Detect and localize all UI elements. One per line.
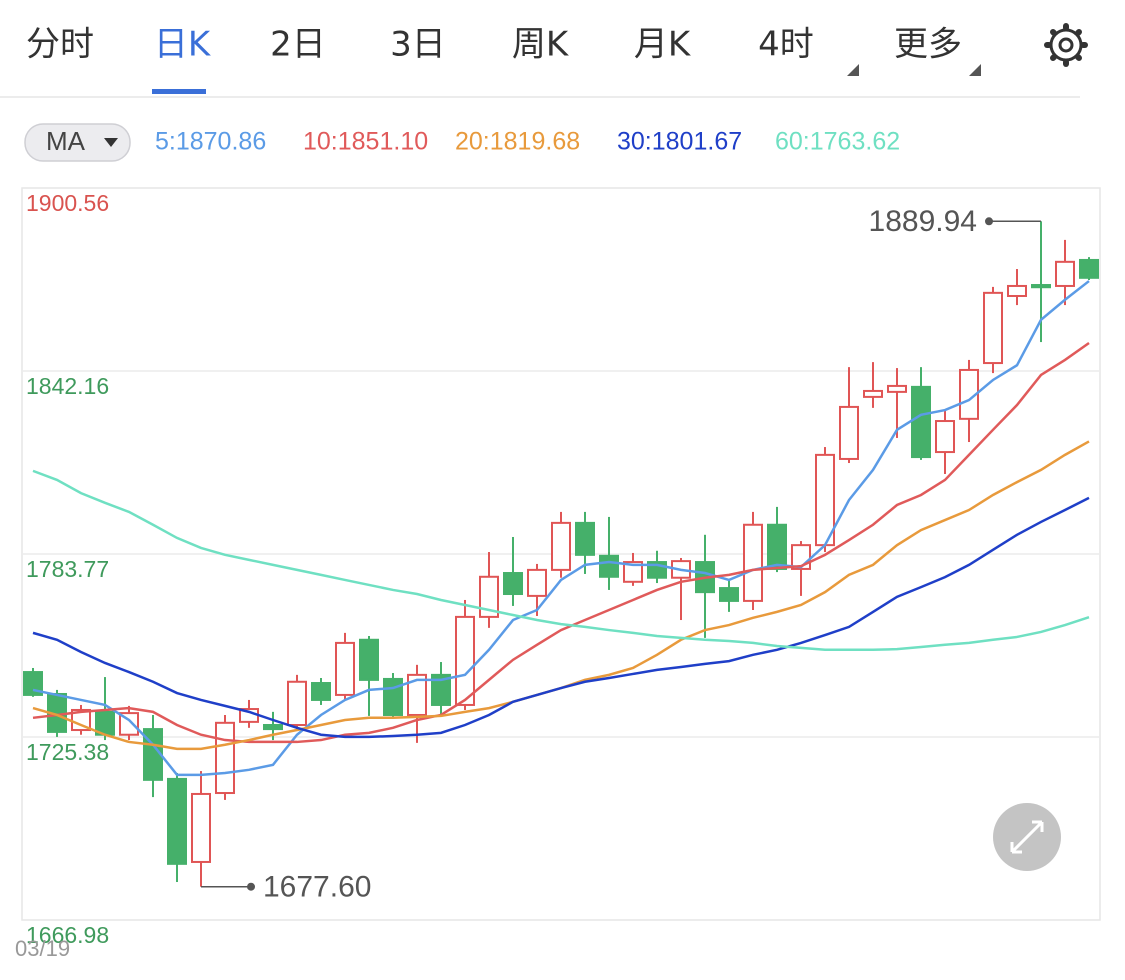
candle-body — [1031, 284, 1051, 289]
candle-body — [719, 587, 739, 602]
tab[interactable]: 分时 — [26, 25, 94, 65]
candle-body — [431, 673, 451, 706]
candle-body — [479, 575, 499, 618]
active-tab-underline — [152, 89, 206, 94]
candle-body — [863, 389, 883, 398]
candle-body — [575, 521, 595, 556]
candle-body — [983, 291, 1003, 365]
legend-entry: 5:1870.86 — [155, 128, 266, 156]
tab[interactable]: 2日 — [270, 25, 326, 65]
dropdown-arrow — [847, 64, 859, 76]
annotation-label: 1889.94 — [869, 205, 977, 238]
x-tick-label: 03/19 — [15, 936, 70, 961]
candle-body — [359, 638, 379, 681]
candle-body — [311, 682, 331, 701]
settings-button[interactable] — [1044, 23, 1088, 67]
legend-entry: 30:1801.67 — [617, 128, 742, 156]
candle-body — [887, 384, 907, 393]
ma-line — [32, 469, 1090, 652]
candle-body — [839, 405, 859, 460]
candle-body — [23, 671, 43, 696]
candle-body — [263, 724, 283, 731]
annotation-dot — [247, 882, 255, 891]
candle-body — [767, 523, 787, 570]
expand-button[interactable] — [993, 803, 1061, 871]
y-tick-label: 1900.56 — [26, 190, 109, 216]
candle-body — [527, 568, 547, 597]
candle-body — [935, 420, 955, 454]
y-tick-label: 1842.16 — [26, 373, 109, 399]
candle-body — [167, 777, 187, 865]
legend-entry: 20:1819.68 — [455, 128, 580, 156]
candle-body — [383, 677, 403, 716]
candle-body — [287, 680, 307, 727]
candle-body — [407, 673, 427, 716]
candle-body — [191, 792, 211, 863]
indicator-select[interactable]: MA — [24, 123, 131, 162]
candle-body — [335, 641, 355, 696]
y-tick-label: 1783.77 — [26, 556, 109, 582]
y-tick-label: 1725.38 — [26, 739, 109, 765]
indicator-label: MA — [46, 126, 86, 156]
legend-entry: 10:1851.10 — [303, 128, 428, 156]
candle-body — [911, 385, 931, 459]
candle-body — [551, 521, 571, 571]
candle-body — [1079, 258, 1099, 279]
candle-body — [959, 368, 979, 420]
ma-line — [32, 496, 1090, 739]
candle-body — [599, 554, 619, 578]
dropdown-arrow — [969, 64, 981, 76]
legend-entry: 60:1763.62 — [775, 128, 900, 156]
candle-body — [455, 615, 475, 706]
candle-body — [623, 561, 643, 583]
candle-body — [503, 572, 523, 596]
candle-body — [1007, 284, 1027, 297]
annotation-label: 1677.60 — [263, 871, 371, 904]
ma-line — [32, 280, 1090, 777]
candle-body — [1055, 260, 1075, 287]
annotation-dot — [985, 217, 993, 226]
tab[interactable]: 3日 — [390, 25, 446, 65]
candle-body — [743, 523, 763, 602]
tab[interactable]: 周K — [512, 25, 570, 65]
tab[interactable]: 4时 — [758, 25, 814, 65]
y-tick-label: 1666.98 — [26, 922, 109, 948]
ma-line — [32, 341, 1090, 744]
chart: 1666.98 1725.38 1783.77 1842.16 1900.56 03/19… — [15, 190, 1100, 961]
candle-body — [215, 721, 235, 795]
tab[interactable]: 日K — [154, 25, 212, 65]
tab[interactable]: 月K — [634, 25, 692, 65]
tab[interactable]: 更多 — [894, 25, 962, 65]
